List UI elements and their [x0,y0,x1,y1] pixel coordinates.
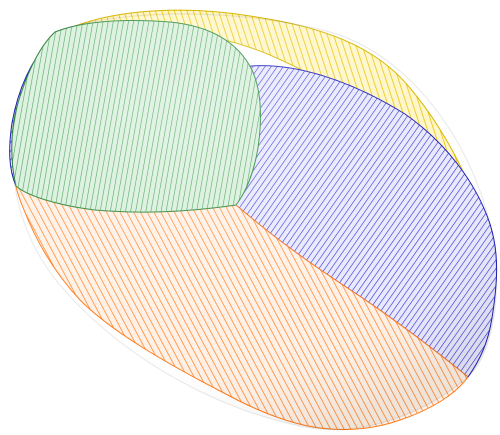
surface-shading-overlay [12,14,497,430]
surface-outline [11,13,497,431]
